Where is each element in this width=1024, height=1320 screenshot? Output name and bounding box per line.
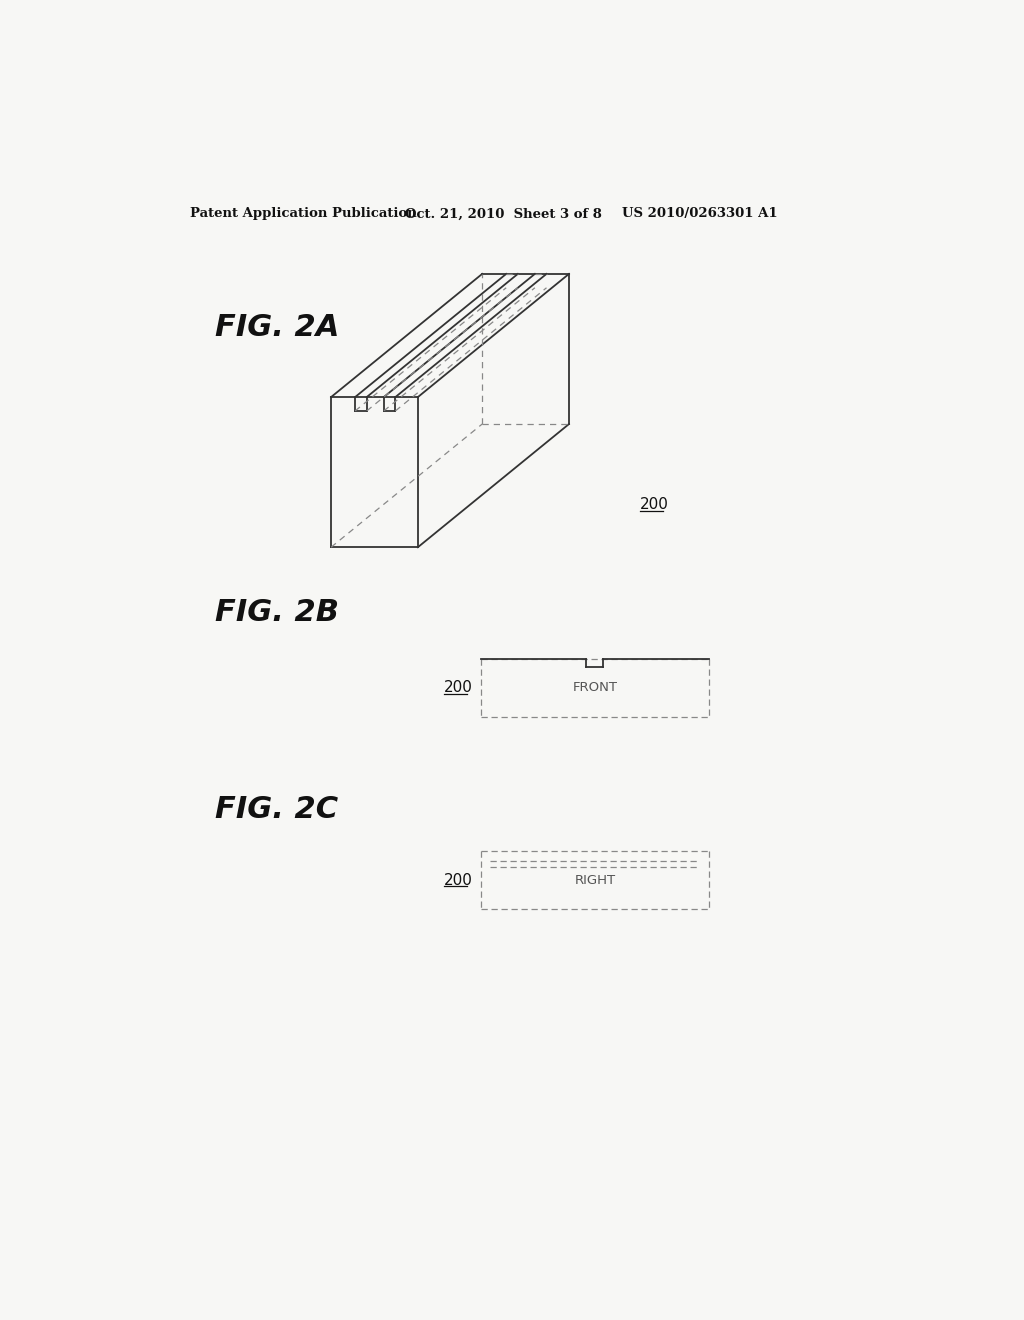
- Text: FIG. 2A: FIG. 2A: [215, 313, 339, 342]
- Text: Patent Application Publication: Patent Application Publication: [190, 207, 417, 220]
- Text: RIGHT: RIGHT: [574, 874, 615, 887]
- Text: 200: 200: [444, 873, 473, 888]
- Text: 200: 200: [640, 498, 669, 512]
- Text: FRONT: FRONT: [572, 681, 617, 694]
- Text: FIG. 2B: FIG. 2B: [215, 598, 339, 627]
- Text: Oct. 21, 2010  Sheet 3 of 8: Oct. 21, 2010 Sheet 3 of 8: [406, 207, 602, 220]
- Text: US 2010/0263301 A1: US 2010/0263301 A1: [623, 207, 778, 220]
- Text: 200: 200: [444, 680, 473, 696]
- Text: FIG. 2C: FIG. 2C: [215, 795, 338, 824]
